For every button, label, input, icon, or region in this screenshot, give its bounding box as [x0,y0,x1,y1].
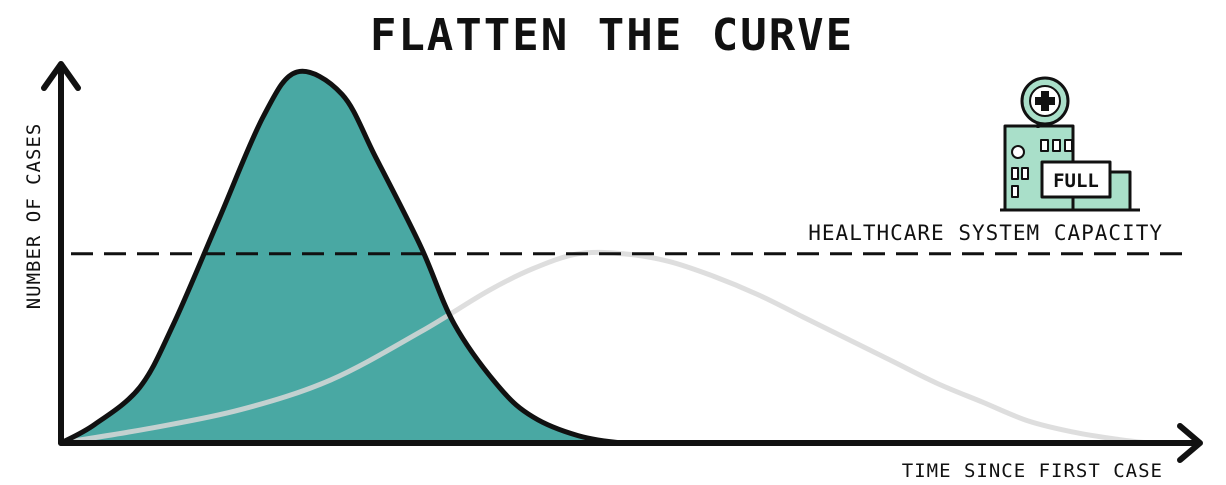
chart-title: FLATTEN THE CURVE [370,10,854,61]
x-axis-arrow-icon [1177,423,1203,463]
y-axis-label: NUMBER OF CASES [23,123,45,310]
flattened-curve-line [58,249,1188,446]
hospital-icon: FULL [1000,76,1140,212]
capacity-label: HEALTHCARE SYSTEM CAPACITY [808,221,1163,245]
full-sign: FULL [1053,170,1099,192]
y-axis-arrow-icon [41,61,81,91]
x-axis-label: TIME SINCE FIRST CASE [902,460,1163,482]
peak-curve-area [61,71,859,444]
